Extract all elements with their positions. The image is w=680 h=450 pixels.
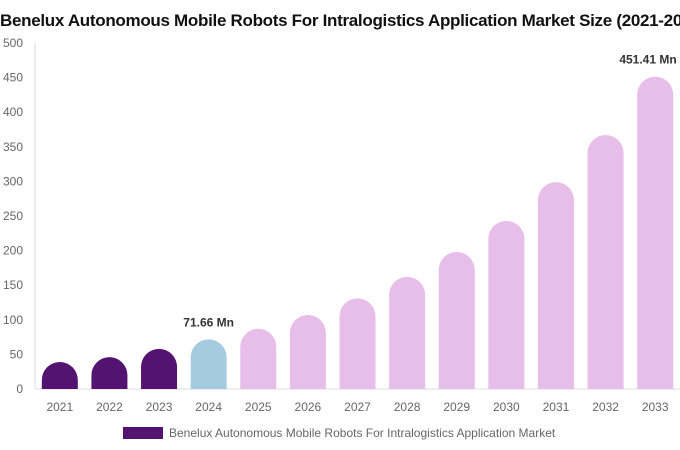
x-tick-label: 2028 — [394, 400, 421, 414]
x-tick-label: 2025 — [245, 400, 272, 414]
y-tick-label: 300 — [3, 174, 23, 188]
bar-2028 — [389, 276, 426, 389]
bar-2027 — [339, 298, 376, 389]
y-tick-label: 100 — [3, 313, 23, 327]
y-tick-label: 400 — [3, 105, 23, 119]
bar-2024 — [190, 339, 227, 389]
y-tick-label: 0 — [16, 382, 23, 396]
bar-2026 — [289, 314, 326, 389]
x-tick-label: 2029 — [443, 400, 470, 414]
y-tick-label: 150 — [3, 278, 23, 292]
y-tick-label: 50 — [10, 347, 24, 361]
y-tick-label: 200 — [3, 244, 23, 258]
x-tick-label: 2033 — [642, 400, 669, 414]
x-tick-label: 2027 — [344, 400, 371, 414]
data-label: 71.66 Mn — [183, 315, 234, 329]
x-tick-label: 2023 — [146, 400, 173, 414]
data-label: 451.41 Mn — [619, 53, 676, 67]
y-tick-label: 500 — [3, 36, 23, 50]
bar-2031 — [537, 182, 574, 389]
x-tick-label: 2026 — [295, 400, 322, 414]
legend: Benelux Autonomous Mobile Robots For Int… — [123, 426, 555, 440]
x-tick-label: 2022 — [96, 400, 123, 414]
bar-2029 — [438, 251, 475, 389]
y-tick-label: 350 — [3, 140, 23, 154]
bar-2022 — [91, 357, 128, 389]
y-tick-label: 450 — [3, 71, 23, 85]
legend-label: Benelux Autonomous Mobile Robots For Int… — [169, 426, 556, 440]
bar-2021 — [41, 362, 78, 389]
x-tick-label: 2031 — [543, 400, 570, 414]
y-tick-label: 250 — [3, 209, 23, 223]
bar-2023 — [141, 348, 178, 389]
x-tick-label: 2030 — [493, 400, 520, 414]
x-tick-label: 2032 — [592, 400, 619, 414]
chart-title: Benelux Autonomous Mobile Robots For Int… — [0, 11, 680, 30]
x-tick-label: 2024 — [195, 400, 222, 414]
bar-2030 — [488, 220, 525, 389]
legend-swatch — [123, 427, 163, 439]
x-tick-label: 2021 — [46, 400, 73, 414]
bar-2032 — [587, 135, 624, 389]
bar-2033 — [637, 76, 674, 390]
bar-2025 — [240, 328, 277, 389]
